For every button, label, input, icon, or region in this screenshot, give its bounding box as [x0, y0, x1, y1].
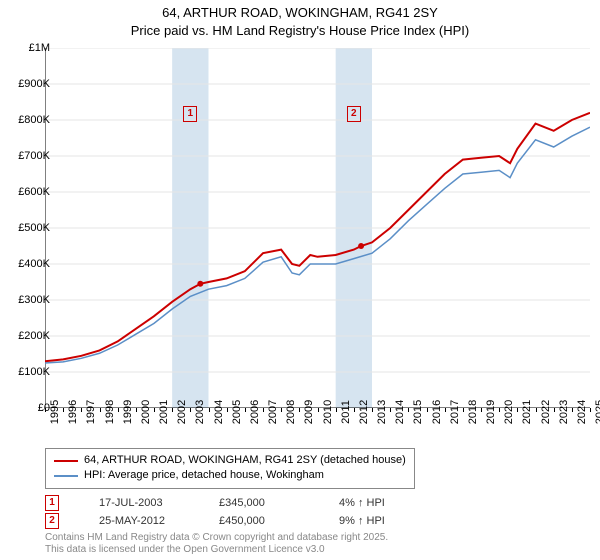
sale-date: 25-MAY-2012 — [99, 515, 179, 527]
chart-container: 64, ARTHUR ROAD, WOKINGHAM, RG41 2SY Pri… — [0, 0, 600, 560]
sale-marker-icon: 2 — [347, 106, 361, 122]
y-tick-label: £200K — [0, 330, 50, 342]
x-tick-label: 1999 — [122, 400, 134, 424]
y-tick-label: £700K — [0, 150, 50, 162]
sale-date: 17-JUL-2003 — [99, 497, 179, 509]
x-tick-label: 2012 — [358, 400, 370, 424]
x-tick-label: 2015 — [412, 400, 424, 424]
sale-marker-icon: 2 — [45, 513, 59, 529]
sale-delta: 9% ↑ HPI — [339, 515, 419, 527]
sale-details-table: 1 17-JUL-2003 £345,000 4% ↑ HPI 2 25-MAY… — [45, 495, 419, 531]
table-row: 2 25-MAY-2012 £450,000 9% ↑ HPI — [45, 513, 419, 529]
sale-price: £450,000 — [219, 515, 299, 527]
x-tick-label: 2022 — [540, 400, 552, 424]
y-tick-label: £1M — [0, 42, 50, 54]
chart-title: 64, ARTHUR ROAD, WOKINGHAM, RG41 2SY Pri… — [0, 0, 600, 39]
y-tick-label: £0 — [0, 402, 50, 414]
y-tick-label: £400K — [0, 258, 50, 270]
x-tick-label: 2024 — [576, 400, 588, 424]
x-tick-label: 2004 — [213, 400, 225, 424]
x-tick-label: 2009 — [303, 400, 315, 424]
x-tick-label: 2014 — [394, 400, 406, 424]
x-tick-label: 1996 — [67, 400, 79, 424]
x-tick-label: 2006 — [249, 400, 261, 424]
sale-delta: 4% ↑ HPI — [339, 497, 419, 509]
plot-area — [45, 48, 590, 408]
x-tick-label: 2011 — [340, 400, 352, 424]
sale-price: £345,000 — [219, 497, 299, 509]
sale-marker-icon: 1 — [45, 495, 59, 511]
title-line1: 64, ARTHUR ROAD, WOKINGHAM, RG41 2SY — [0, 4, 600, 22]
y-tick-label: £900K — [0, 78, 50, 90]
x-tick-label: 2001 — [158, 400, 170, 424]
attribution-footer: Contains HM Land Registry data © Crown c… — [45, 532, 388, 556]
title-line2: Price paid vs. HM Land Registry's House … — [0, 22, 600, 40]
x-tick-label: 2000 — [140, 400, 152, 424]
x-tick-label: 2021 — [521, 400, 533, 424]
y-tick-label: £300K — [0, 294, 50, 306]
y-tick-label: £600K — [0, 186, 50, 198]
x-tick-label: 2005 — [231, 400, 243, 424]
legend: 64, ARTHUR ROAD, WOKINGHAM, RG41 2SY (de… — [45, 448, 415, 489]
legend-label: 64, ARTHUR ROAD, WOKINGHAM, RG41 2SY (de… — [84, 453, 406, 468]
x-tick-label: 1995 — [49, 400, 61, 424]
x-tick-label: 2025 — [594, 400, 600, 424]
sale-marker-icon: 1 — [183, 106, 197, 122]
x-tick-label: 2013 — [376, 400, 388, 424]
x-tick-label: 1998 — [104, 400, 116, 424]
x-tick-label: 2007 — [267, 400, 279, 424]
legend-swatch — [54, 460, 78, 462]
y-tick-label: £100K — [0, 366, 50, 378]
x-tick-label: 2018 — [467, 400, 479, 424]
x-tick-label: 2017 — [449, 400, 461, 424]
x-tick-label: 1997 — [85, 400, 97, 424]
legend-swatch — [54, 475, 78, 477]
legend-row: 64, ARTHUR ROAD, WOKINGHAM, RG41 2SY (de… — [54, 453, 406, 468]
footer-line: Contains HM Land Registry data © Crown c… — [45, 532, 388, 544]
y-tick-label: £800K — [0, 114, 50, 126]
x-tick-label: 2003 — [194, 400, 206, 424]
x-tick-label: 2010 — [322, 400, 334, 424]
y-tick-label: £500K — [0, 222, 50, 234]
table-row: 1 17-JUL-2003 £345,000 4% ↑ HPI — [45, 495, 419, 511]
x-tick-label: 2023 — [558, 400, 570, 424]
footer-line: This data is licensed under the Open Gov… — [45, 544, 388, 556]
x-tick-label: 2019 — [485, 400, 497, 424]
x-tick-label: 2008 — [285, 400, 297, 424]
x-tick-label: 2020 — [503, 400, 515, 424]
legend-row: HPI: Average price, detached house, Woki… — [54, 468, 406, 483]
x-tick-label: 2016 — [431, 400, 443, 424]
legend-label: HPI: Average price, detached house, Woki… — [84, 468, 324, 483]
x-tick-label: 2002 — [176, 400, 188, 424]
